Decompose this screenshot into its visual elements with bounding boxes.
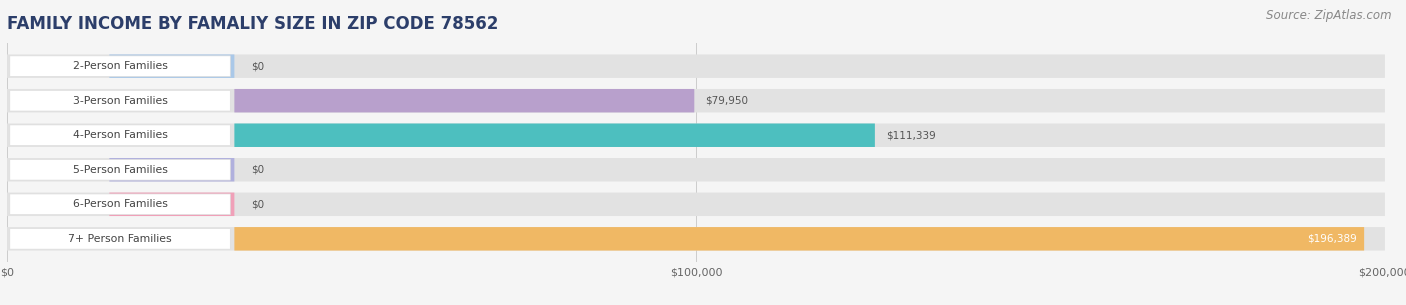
FancyBboxPatch shape — [7, 158, 1385, 181]
FancyBboxPatch shape — [10, 160, 231, 180]
FancyBboxPatch shape — [110, 192, 235, 216]
Text: 7+ Person Families: 7+ Person Families — [69, 234, 172, 244]
FancyBboxPatch shape — [110, 158, 235, 181]
Text: $0: $0 — [250, 61, 264, 71]
FancyBboxPatch shape — [10, 194, 231, 215]
FancyBboxPatch shape — [7, 54, 1385, 78]
Text: $196,389: $196,389 — [1308, 234, 1357, 244]
FancyBboxPatch shape — [10, 56, 231, 77]
Text: Source: ZipAtlas.com: Source: ZipAtlas.com — [1267, 9, 1392, 22]
FancyBboxPatch shape — [7, 89, 1385, 113]
FancyBboxPatch shape — [235, 89, 695, 113]
Text: $0: $0 — [250, 165, 264, 175]
Text: 6-Person Families: 6-Person Families — [73, 199, 167, 209]
Text: $79,950: $79,950 — [706, 96, 748, 106]
FancyBboxPatch shape — [7, 227, 1385, 251]
Text: $111,339: $111,339 — [886, 130, 935, 140]
FancyBboxPatch shape — [7, 124, 1385, 147]
FancyBboxPatch shape — [235, 227, 1364, 251]
FancyBboxPatch shape — [7, 192, 1385, 216]
Text: 2-Person Families: 2-Person Families — [73, 61, 167, 71]
FancyBboxPatch shape — [10, 90, 231, 111]
Text: $0: $0 — [250, 199, 264, 209]
Text: 3-Person Families: 3-Person Families — [73, 96, 167, 106]
FancyBboxPatch shape — [10, 125, 231, 145]
Text: 4-Person Families: 4-Person Families — [73, 130, 167, 140]
FancyBboxPatch shape — [10, 228, 231, 249]
Text: 5-Person Families: 5-Person Families — [73, 165, 167, 175]
FancyBboxPatch shape — [235, 124, 875, 147]
FancyBboxPatch shape — [110, 54, 235, 78]
Text: FAMILY INCOME BY FAMALIY SIZE IN ZIP CODE 78562: FAMILY INCOME BY FAMALIY SIZE IN ZIP COD… — [7, 15, 498, 33]
